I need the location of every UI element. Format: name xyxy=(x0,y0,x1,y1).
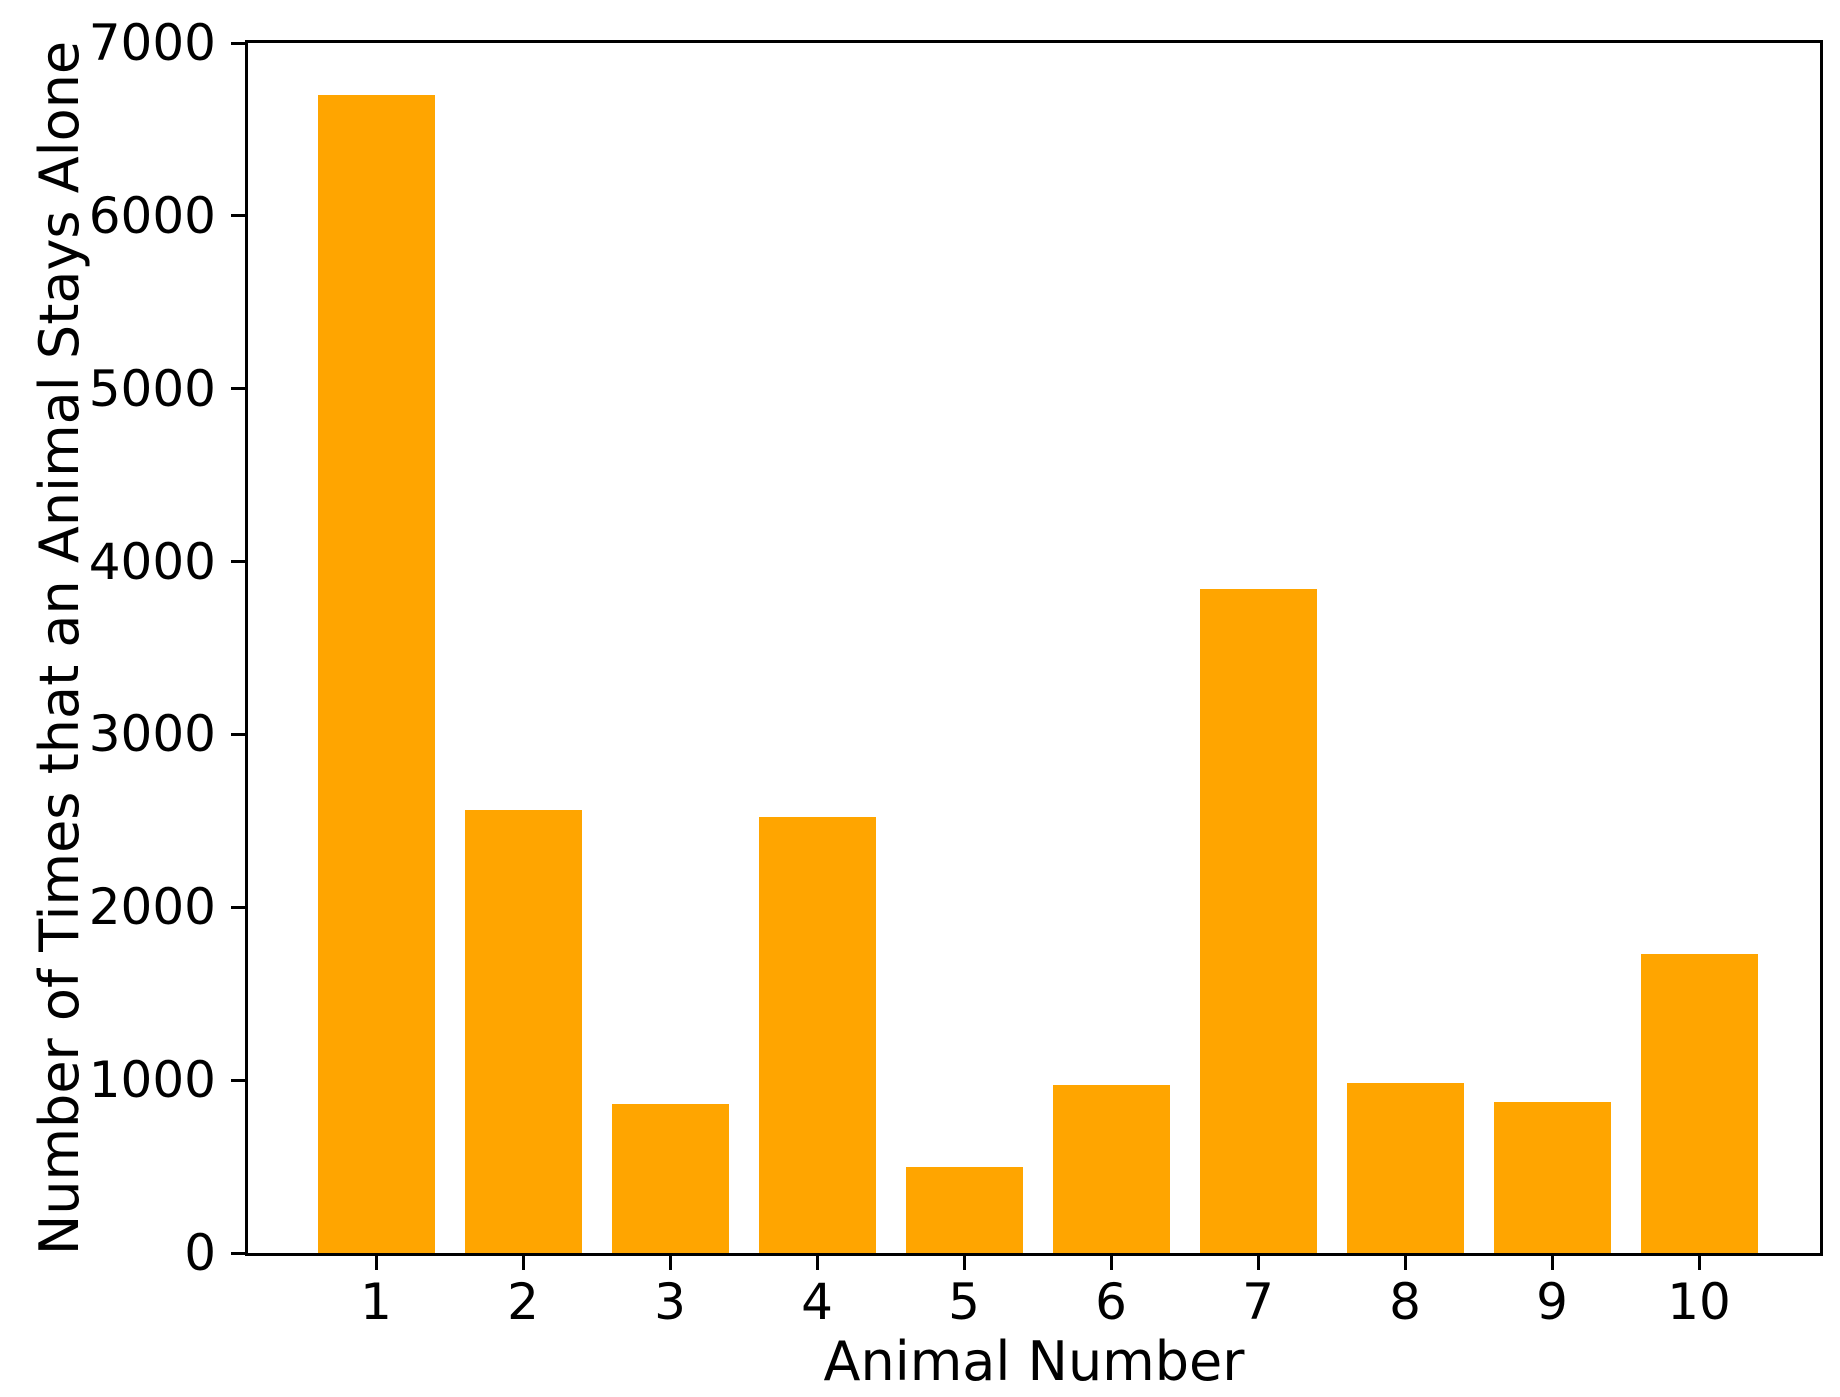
y-tick xyxy=(231,387,245,391)
x-tick xyxy=(521,1256,525,1270)
y-tick-label: 7000 xyxy=(88,14,216,72)
y-tick xyxy=(231,214,245,218)
bar xyxy=(758,817,876,1253)
x-tick-label: 6 xyxy=(1095,1273,1127,1331)
x-tick-label: 10 xyxy=(1667,1273,1731,1331)
y-tick xyxy=(231,905,245,909)
bar xyxy=(1199,589,1317,1253)
y-tick-label: 1000 xyxy=(88,1051,216,1110)
x-tick xyxy=(1256,1256,1260,1270)
x-tick xyxy=(1550,1256,1554,1270)
y-tick-label: 4000 xyxy=(88,532,216,591)
x-tick-label: 7 xyxy=(1242,1273,1274,1331)
x-tick-label: 9 xyxy=(1536,1273,1568,1331)
x-tick-label: 3 xyxy=(654,1273,686,1331)
bar xyxy=(464,810,582,1253)
y-tick xyxy=(231,1078,245,1082)
bar xyxy=(1640,954,1758,1253)
x-tick xyxy=(1109,1256,1113,1270)
x-tick-label: 4 xyxy=(801,1273,833,1331)
y-tick xyxy=(231,41,245,45)
y-tick-label: 5000 xyxy=(88,359,216,418)
x-tick xyxy=(962,1256,966,1270)
x-tick xyxy=(1697,1256,1701,1270)
x-tick-label: 8 xyxy=(1389,1273,1421,1331)
y-tick xyxy=(231,1251,245,1255)
x-tick-label: 1 xyxy=(360,1273,392,1331)
y-tick-label: 2000 xyxy=(88,878,216,937)
bar xyxy=(1346,1083,1464,1253)
y-tick xyxy=(231,732,245,736)
x-tick-label: 2 xyxy=(507,1273,539,1331)
bar xyxy=(1052,1085,1170,1253)
y-tick xyxy=(231,560,245,564)
bar xyxy=(905,1167,1023,1253)
x-axis-label: Animal Number xyxy=(823,1330,1245,1393)
x-tick xyxy=(815,1256,819,1270)
bar xyxy=(1493,1102,1611,1253)
plot-area: Animal Number 1 2 3 4 5 6 7 8 9 10 0 1000 2000 3000 40… xyxy=(89,18,1823,1389)
x-tick xyxy=(374,1256,378,1270)
bar xyxy=(317,95,435,1253)
y-tick-label: 3000 xyxy=(88,705,216,764)
y-axis-label: Number of Times that an Animal Stays Alo… xyxy=(28,40,91,1256)
x-tick xyxy=(1403,1256,1407,1270)
y-tick-label: 6000 xyxy=(88,186,216,245)
x-tick-label: 5 xyxy=(948,1273,980,1331)
bar xyxy=(611,1104,729,1253)
x-tick xyxy=(668,1256,672,1270)
y-tick-label: 0 xyxy=(184,1224,216,1282)
